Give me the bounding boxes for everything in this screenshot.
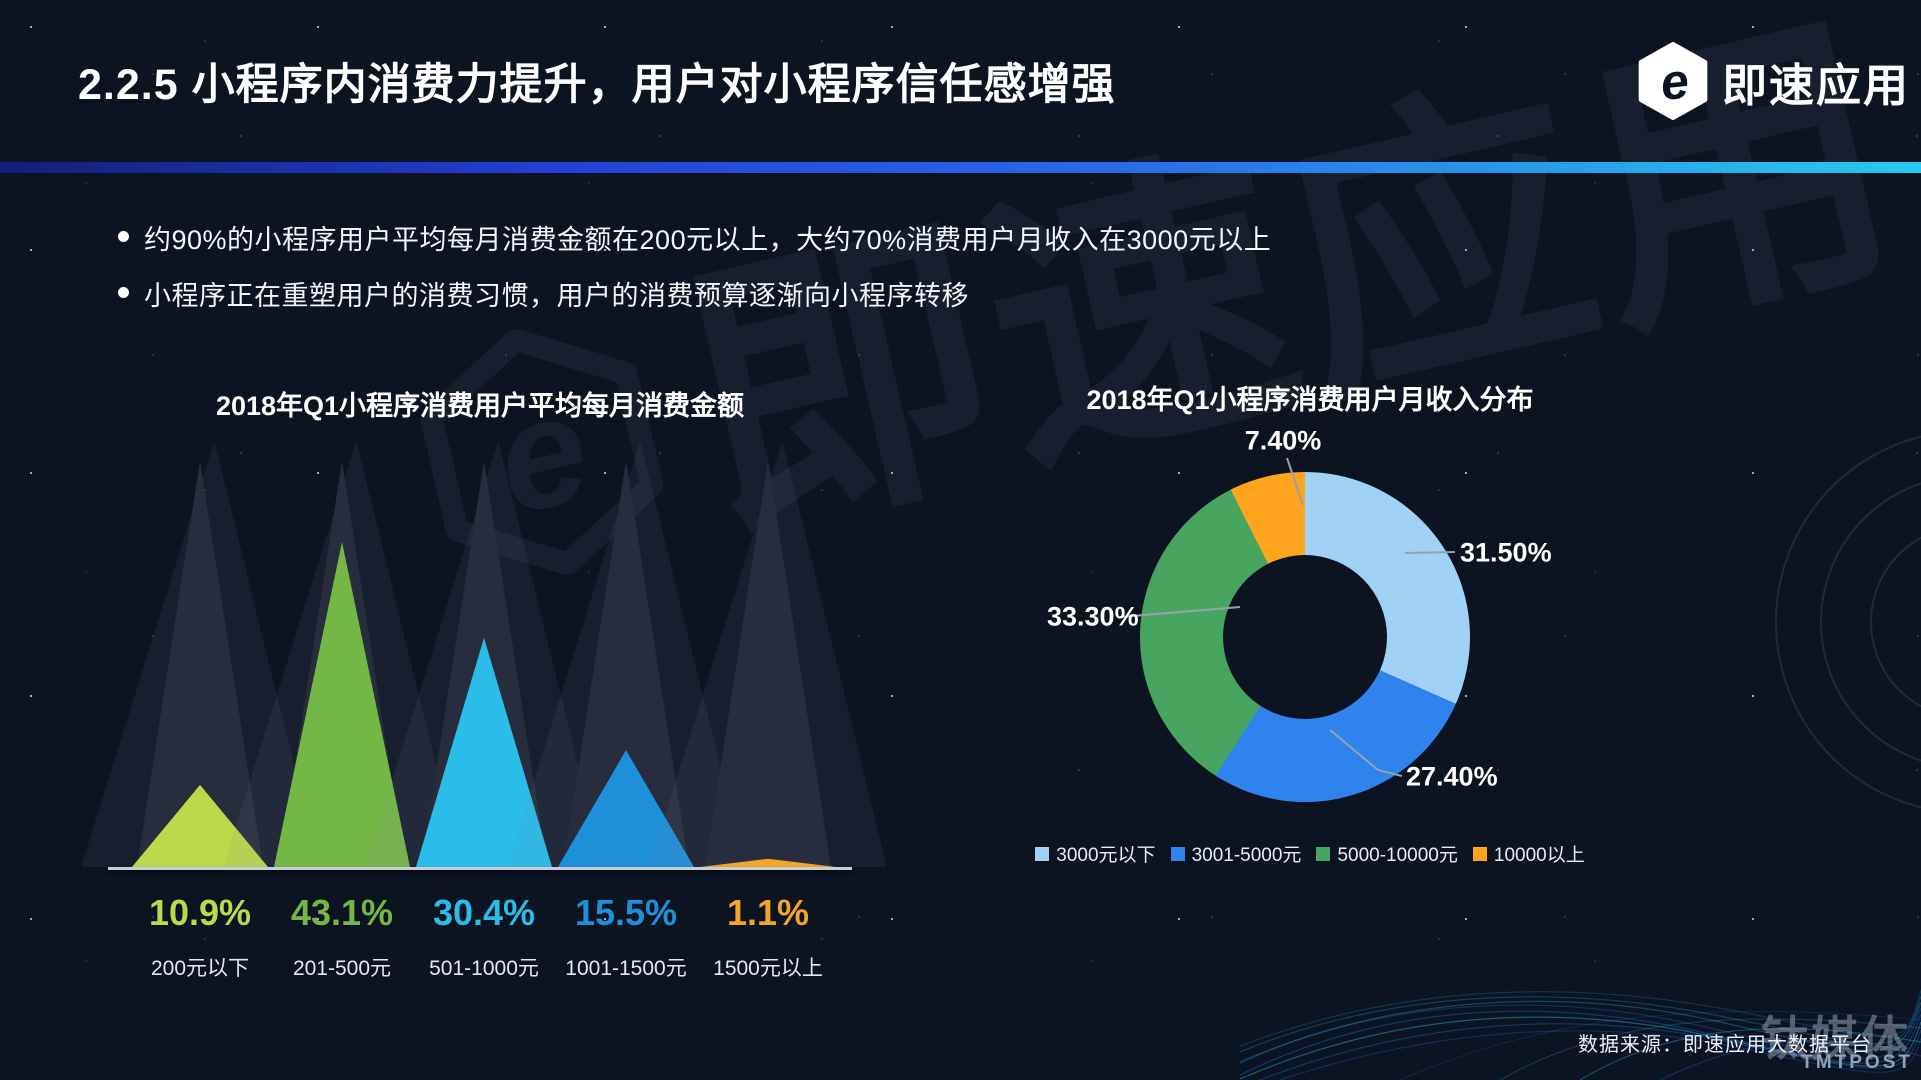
ring-decoration: [1775, 430, 1921, 814]
legend-label: 3001-5000元: [1191, 845, 1302, 866]
pie-label: 33.30%: [1047, 601, 1139, 632]
legend-swatch: [1035, 846, 1050, 861]
pie-label: 7.40%: [1244, 425, 1322, 456]
legend-label: 10000以上: [1493, 845, 1585, 866]
svg-text:e: e: [1658, 52, 1691, 111]
bar-value-label: 43.1%: [290, 892, 394, 933]
left-chart: 2018年Q1小程序消费用户平均每月消费金额: [81, 378, 887, 998]
legend-label: 3000元以下: [1056, 845, 1156, 866]
bar-category-label: 201-500元: [292, 957, 392, 980]
donut-hole: [1223, 555, 1387, 719]
bar-category-label: 200元以下: [150, 957, 250, 980]
peak-triangle: [700, 858, 836, 867]
chart-baseline: [108, 867, 852, 870]
source-text: 数据来源：即速应用大数据平台: [1578, 1034, 1872, 1056]
bar-value-label: 30.4%: [432, 892, 536, 933]
title-divider: [0, 162, 1921, 173]
footer-watermark-cn: 钛媒体: [1761, 1012, 1911, 1065]
brand-logo: e 即速应用: [1634, 42, 1910, 120]
peak-slot: [507, 431, 745, 867]
page-title: 2.2.5 小程序内消费力提升，用户对小程序信任感增强: [78, 61, 1116, 109]
logo-hexagon-icon: e: [1638, 42, 1708, 120]
bar-value-label: 1.1%: [726, 892, 810, 933]
logo-wordmark: 即速应用: [1722, 59, 1911, 111]
legend-item: 3001-5000元: [1170, 840, 1302, 867]
wave-decoration: [1240, 989, 1921, 1080]
footer-watermark-en: TMTPOST: [1801, 1052, 1913, 1073]
left-chart-title: 2018年Q1小程序消费用户平均每月消费金额: [215, 391, 745, 421]
bar-category-label: 501-1000元: [429, 957, 539, 980]
legend-item: 5000-10000元: [1316, 840, 1458, 867]
bar-category-label: 1001-1500元: [565, 957, 687, 980]
legend: 3000元以下 3001-5000元 5000-10000元 10000以上: [1035, 840, 1585, 867]
bullet-item: 约90%的小程序用户平均每月消费金额在200元以上，大约70%消费用户月收入在3…: [144, 225, 1272, 255]
legend-swatch: [1170, 846, 1185, 861]
bullet-dot: [118, 231, 129, 242]
peak-slot: [649, 431, 887, 867]
legend-item: 3000元以下: [1035, 840, 1156, 867]
legend-swatch: [1316, 846, 1331, 861]
legend-item: 10000以上: [1472, 840, 1585, 867]
donut-chart-title: 2018年Q1小程序消费用户月收入分布: [1086, 385, 1534, 415]
pie-label: 31.50%: [1460, 537, 1552, 568]
pie-label: 27.40%: [1406, 761, 1498, 792]
bar-category-label: 1500元以上: [713, 957, 823, 980]
bar-value-label: 15.5%: [574, 892, 678, 933]
peak-chart: [81, 428, 887, 870]
bullet-item: 小程序正在重塑用户的消费习惯，用户的消费预算逐渐向小程序转移: [144, 281, 969, 311]
donut-chart: 2018年Q1小程序消费用户月收入分布 7.40% 31.50% 33.30% …: [1035, 370, 1585, 890]
bar-value-label: 10.9%: [148, 892, 252, 933]
bullet-dot: [118, 287, 129, 298]
legend-label: 5000-10000元: [1337, 845, 1458, 866]
legend-swatch: [1472, 846, 1487, 861]
